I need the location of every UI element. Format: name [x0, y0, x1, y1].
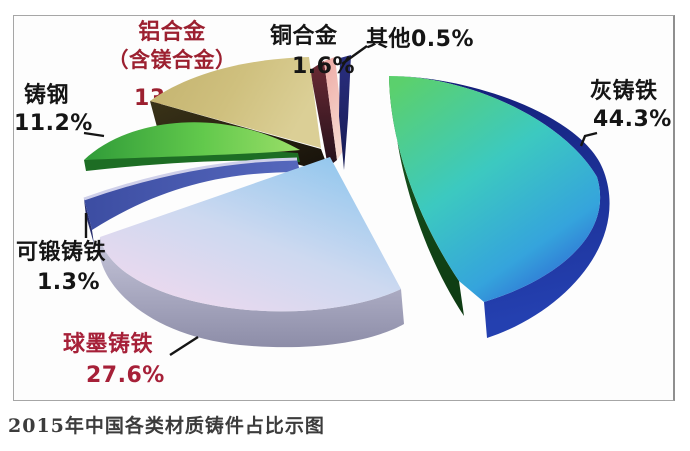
- label-malleable-pct: 1.3%: [37, 270, 101, 295]
- label-ductile-name: 球墨铸铁: [63, 332, 154, 357]
- label-malleable-name: 可锻铸铁: [16, 240, 107, 265]
- label-aluminum-name: 铝合金: [138, 20, 206, 45]
- chart-caption: 2015年中国各类材质铸件占比示图: [8, 415, 325, 437]
- label-gray-iron-name: 灰铸铁: [590, 79, 658, 104]
- label-copper-name: 铜合金: [270, 24, 338, 49]
- label-aluminum-sub: （含镁合金）: [107, 48, 237, 72]
- label-gray-iron-pct: 44.3%: [593, 107, 672, 132]
- label-other: 其他0.5%: [366, 27, 475, 52]
- label-cast-steel-name: 铸钢: [24, 83, 70, 108]
- label-ductile-pct: 27.6%: [86, 363, 165, 388]
- label-cast-steel-pct: 11.2%: [14, 111, 93, 136]
- label-aluminum-pct: 13.4%: [134, 86, 213, 111]
- label-copper-pct: 1.6%: [292, 54, 356, 79]
